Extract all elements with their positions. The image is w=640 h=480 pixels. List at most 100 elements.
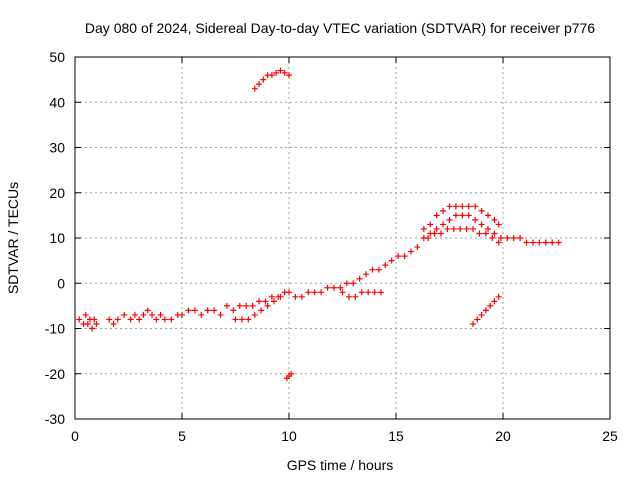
- data-point: [478, 311, 485, 318]
- data-point: [281, 69, 288, 76]
- data-point: [198, 311, 205, 318]
- data-point: [339, 289, 346, 296]
- data-point: [236, 302, 243, 309]
- data-point: [136, 316, 143, 323]
- data-point: [337, 284, 344, 291]
- data-point: [425, 235, 432, 241]
- data-point: [388, 257, 395, 264]
- data-point: [292, 293, 299, 300]
- x-axis-label: GPS time / hours: [287, 457, 394, 473]
- x-tick-label: 10: [281, 428, 297, 444]
- series-upper-arc: [420, 203, 502, 232]
- data-point: [452, 212, 459, 219]
- data-point: [474, 316, 481, 323]
- data-point: [523, 239, 530, 246]
- data-point: [256, 298, 263, 305]
- data-point: [478, 221, 485, 228]
- data-point: [161, 316, 168, 323]
- data-point: [485, 225, 492, 232]
- data-point: [232, 316, 239, 323]
- data-point: [230, 307, 237, 314]
- data-point: [427, 221, 434, 228]
- data-point: [245, 316, 252, 323]
- data-point: [487, 302, 494, 309]
- x-tick-label: 15: [388, 428, 404, 444]
- x-tick-label: 25: [602, 428, 618, 444]
- data-point: [463, 225, 470, 232]
- data-point: [168, 316, 175, 323]
- data-point: [433, 212, 440, 219]
- data-point: [350, 280, 357, 287]
- data-point: [407, 248, 414, 255]
- data-point: [258, 307, 265, 314]
- y-tick-label: 50: [49, 49, 65, 65]
- data-point: [249, 302, 256, 309]
- y-tick-label: -20: [45, 366, 65, 382]
- data-point: [256, 81, 263, 88]
- data-point: [478, 207, 485, 214]
- data-point: [510, 235, 517, 241]
- data-point: [369, 266, 376, 273]
- data-point: [378, 289, 385, 296]
- chart-title: Day 080 of 2024, Sidereal Day-to-day VTE…: [85, 20, 595, 36]
- data-points: [76, 67, 562, 382]
- data-point: [140, 311, 147, 318]
- data-point: [273, 69, 280, 76]
- data-point: [446, 216, 453, 223]
- data-point: [470, 225, 477, 232]
- data-point: [489, 235, 496, 241]
- data-point: [343, 280, 350, 287]
- data-point: [495, 293, 502, 300]
- axis-ticks: 0 5 10 15 20 25 -30 -20 -10 0 10 20 30 40 50: [45, 49, 618, 444]
- data-point: [185, 307, 192, 314]
- y-tick-label: 10: [49, 230, 65, 246]
- data-point: [223, 302, 230, 309]
- data-point: [89, 325, 96, 332]
- data-point: [277, 67, 284, 74]
- data-point: [482, 307, 489, 314]
- data-point: [465, 203, 472, 210]
- data-point: [286, 72, 292, 79]
- data-point: [375, 266, 382, 273]
- y-axis-label: SDTVAR / TECUs: [5, 182, 21, 294]
- x-tick-label: 0: [71, 428, 79, 444]
- data-point: [288, 370, 295, 377]
- data-point: [191, 307, 198, 314]
- data-point: [542, 239, 549, 246]
- data-point: [497, 235, 504, 241]
- data-point: [365, 289, 372, 296]
- data-point: [157, 311, 164, 318]
- data-point: [238, 316, 245, 323]
- data-point: [440, 221, 447, 228]
- data-point: [459, 203, 466, 210]
- data-point: [444, 225, 451, 232]
- data-point: [420, 225, 427, 232]
- data-point: [446, 203, 453, 210]
- data-point: [345, 293, 352, 300]
- data-point: [153, 316, 160, 323]
- data-point: [363, 271, 370, 278]
- data-point: [106, 316, 113, 323]
- y-tick-label: 20: [49, 185, 65, 201]
- data-point: [450, 225, 457, 232]
- data-point: [495, 221, 502, 228]
- data-point: [491, 216, 498, 223]
- series-low-fragment: [283, 370, 295, 382]
- data-point: [268, 72, 275, 79]
- data-point: [555, 239, 562, 246]
- y-tick-label: 40: [49, 94, 65, 110]
- data-point: [264, 302, 271, 309]
- x-tick-label: 5: [178, 428, 186, 444]
- data-point: [93, 320, 100, 327]
- data-point: [472, 216, 479, 223]
- data-point: [549, 239, 556, 246]
- data-point: [82, 311, 89, 318]
- data-point: [491, 230, 498, 237]
- data-point: [305, 289, 312, 296]
- grid: [75, 57, 610, 419]
- data-point: [472, 203, 479, 210]
- data-point: [298, 293, 305, 300]
- data-point: [179, 311, 185, 318]
- data-point: [482, 230, 489, 237]
